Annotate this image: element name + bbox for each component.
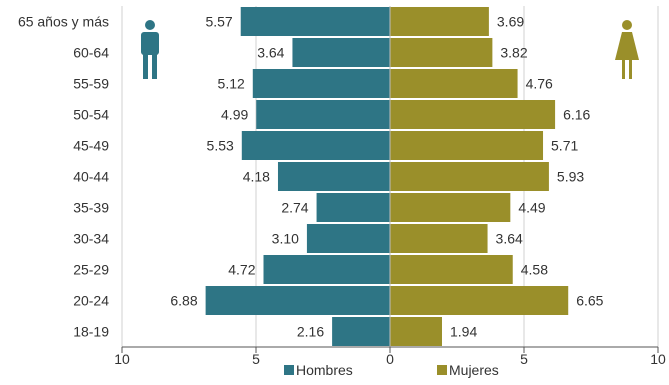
axis-layer: 10 5 0 5 10 — [114, 6, 666, 367]
value-label-hombres-8: 4.72 — [228, 262, 255, 278]
value-label-hombres-7: 3.10 — [272, 231, 299, 247]
category-label-5: 40-44 — [73, 169, 109, 185]
labels-layer: 5.57 3.69 65 años y más 3.64 3.82 60-64 5.12 4.… — [18, 14, 604, 340]
category-label-10: 18-19 — [73, 324, 109, 340]
bar-hombres-0 — [240, 7, 390, 36]
value-label-hombres-9: 6.88 — [170, 293, 197, 309]
female-person-icon — [615, 20, 639, 79]
bar-mujeres-0 — [390, 7, 489, 36]
bar-mujeres-3 — [390, 100, 556, 129]
value-label-hombres-10: 2.16 — [297, 324, 324, 340]
legend-swatch-hombres — [284, 365, 294, 375]
value-label-hombres-0: 5.57 — [205, 14, 232, 30]
x-tick-label-4: 10 — [650, 351, 666, 367]
bar-hombres-10 — [332, 317, 390, 346]
value-label-mujeres-7: 3.64 — [496, 231, 523, 247]
legend-label-mujeres: Mujeres — [449, 362, 499, 378]
bar-mujeres-4 — [390, 131, 544, 160]
value-label-hombres-5: 4.18 — [243, 169, 270, 185]
category-label-4: 45-49 — [73, 138, 109, 154]
bar-hombres-9 — [205, 286, 390, 315]
category-label-0: 65 años y más — [18, 14, 109, 30]
x-tick-label-2: 0 — [386, 351, 394, 367]
bar-mujeres-1 — [390, 38, 493, 67]
bar-mujeres-10 — [390, 317, 442, 346]
legend-swatch-mujeres — [437, 365, 447, 375]
value-label-mujeres-3: 6.16 — [563, 107, 590, 123]
bar-hombres-5 — [277, 162, 390, 191]
value-label-hombres-6: 2.74 — [281, 200, 308, 216]
value-label-mujeres-2: 4.76 — [526, 76, 553, 92]
value-label-hombres-1: 3.64 — [257, 45, 284, 61]
bars-layer — [205, 7, 569, 346]
value-label-mujeres-6: 4.49 — [518, 200, 545, 216]
icons-layer — [141, 20, 639, 79]
bar-mujeres-5 — [390, 162, 549, 191]
value-label-mujeres-9: 6.65 — [576, 293, 603, 309]
legend-layer: Hombres Mujeres — [284, 362, 499, 378]
category-label-2: 55-59 — [73, 76, 109, 92]
bar-hombres-4 — [241, 131, 390, 160]
bar-mujeres-6 — [390, 193, 511, 222]
value-label-hombres-2: 5.12 — [218, 76, 245, 92]
legend-label-hombres: Hombres — [296, 362, 353, 378]
bar-hombres-2 — [252, 69, 390, 98]
value-label-mujeres-10: 1.94 — [450, 324, 477, 340]
x-tick-label-1: 5 — [252, 351, 260, 367]
value-label-hombres-4: 5.53 — [207, 138, 234, 154]
bar-mujeres-9 — [390, 286, 569, 315]
value-label-mujeres-0: 3.69 — [497, 14, 524, 30]
category-label-6: 35-39 — [73, 200, 109, 216]
category-label-9: 20-24 — [73, 293, 109, 309]
category-label-3: 50-54 — [73, 107, 109, 123]
bar-mujeres-7 — [390, 224, 488, 253]
value-label-mujeres-5: 5.93 — [557, 169, 584, 185]
male-person-icon — [141, 20, 159, 79]
value-label-mujeres-4: 5.71 — [551, 138, 578, 154]
category-label-7: 30-34 — [73, 231, 109, 247]
bar-hombres-6 — [316, 193, 390, 222]
value-label-hombres-3: 4.99 — [221, 107, 248, 123]
bar-hombres-8 — [263, 255, 390, 284]
bar-mujeres-2 — [390, 69, 518, 98]
value-label-mujeres-1: 3.82 — [500, 45, 527, 61]
bar-hombres-3 — [256, 100, 390, 129]
value-label-mujeres-8: 4.58 — [521, 262, 548, 278]
category-label-1: 60-64 — [73, 45, 109, 61]
bar-hombres-1 — [292, 38, 390, 67]
x-tick-label-0: 10 — [114, 351, 130, 367]
bar-hombres-7 — [306, 224, 390, 253]
bar-mujeres-8 — [390, 255, 513, 284]
category-label-8: 25-29 — [73, 262, 109, 278]
x-tick-label-3: 5 — [520, 351, 528, 367]
